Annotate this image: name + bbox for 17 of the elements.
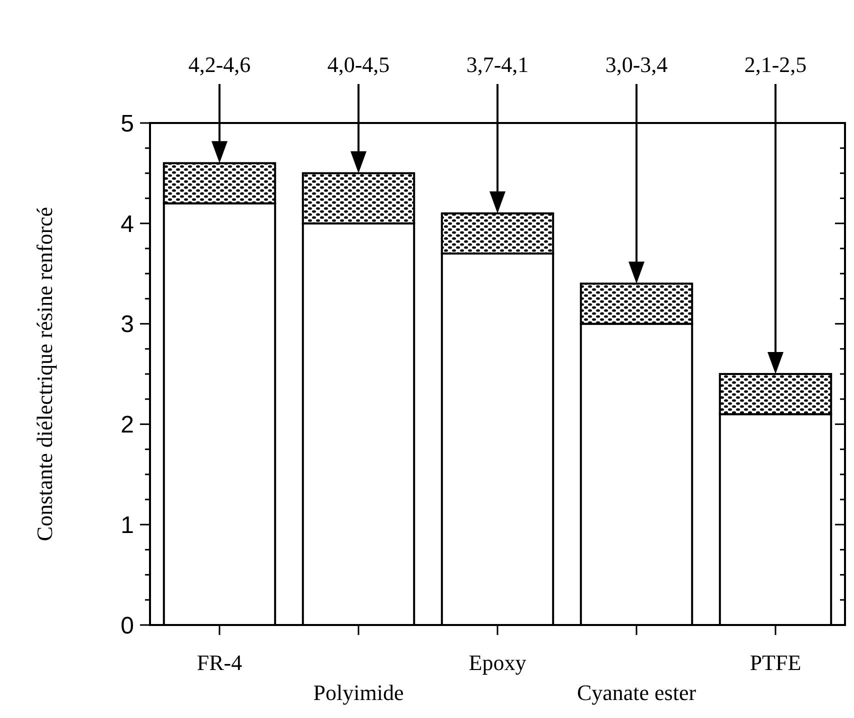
y-tick-label: 0 [120, 612, 134, 640]
x-tick-label: Cyanate ester [576, 680, 697, 705]
x-tick-label: Polyimide [313, 680, 404, 705]
text: 4,0-4,5 [327, 52, 390, 77]
x-tick-label: FR-4 [196, 650, 242, 675]
y-tick-label: 2 [120, 412, 134, 439]
y-tick-label: 5 [120, 110, 134, 138]
text: 3,0-3,4 [605, 52, 668, 77]
x-tick-label: Epoxy [468, 650, 526, 675]
y-axis-title: Constante diélectrique résine renforcé [32, 206, 57, 542]
y-tick-label: 3 [120, 311, 134, 338]
y-tick-label: 1 [120, 512, 134, 539]
text: 2,1-2,5 [744, 52, 807, 77]
text: 4,2-4,6 [188, 52, 251, 77]
y-tick-label: 4 [120, 210, 134, 238]
text: 3,7-4,1 [466, 52, 529, 77]
x-tick-label: PTFE [750, 650, 802, 675]
